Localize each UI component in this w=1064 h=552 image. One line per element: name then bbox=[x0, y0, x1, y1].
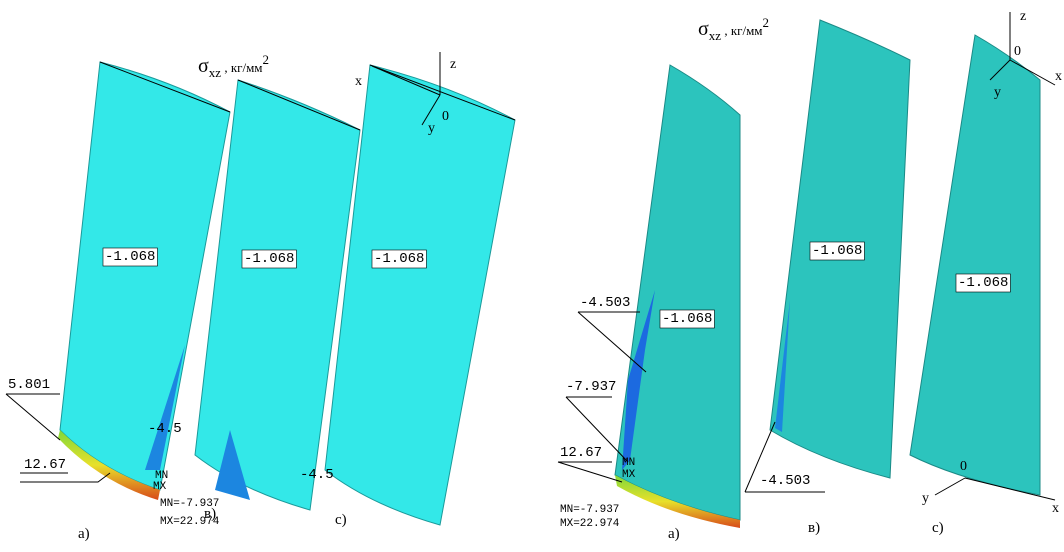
summary: MX=22.974 bbox=[160, 516, 220, 528]
stress-patch bbox=[145, 345, 185, 470]
value-label: 12.67 bbox=[560, 445, 602, 461]
value-label: -4.503 bbox=[760, 473, 810, 489]
right-panel: σxz , кг/мм2 z 0 y x 0 y x -1.068 -1.068… bbox=[557, 9, 1062, 542]
axis-label: 0 bbox=[960, 459, 967, 474]
value-label: -4.503 bbox=[580, 295, 630, 311]
stress-patch bbox=[215, 430, 250, 500]
label-box bbox=[102, 247, 158, 267]
stress-patch bbox=[775, 300, 790, 432]
axis-label: z bbox=[1020, 9, 1026, 24]
axis-label: 0 bbox=[442, 109, 449, 124]
value-label: MX bbox=[153, 481, 167, 493]
value-label: MN bbox=[155, 470, 168, 482]
summary: MX=22.974 bbox=[560, 518, 620, 530]
stress-patch bbox=[622, 290, 655, 470]
blade bbox=[194, 79, 361, 511]
axis-label: y bbox=[994, 85, 1001, 100]
blade bbox=[614, 64, 741, 521]
caption: в) bbox=[204, 506, 216, 522]
title: σxz , кг/мм2 bbox=[198, 52, 269, 80]
value-label: -1.068 bbox=[105, 249, 155, 265]
value-label: -1.068 bbox=[958, 275, 1008, 291]
axis-label: x bbox=[1055, 69, 1062, 84]
label-box bbox=[371, 249, 427, 269]
blade bbox=[909, 34, 1041, 496]
axes: z 0 y x 0 y x bbox=[922, 9, 1062, 516]
axis-label: y bbox=[428, 121, 435, 136]
axes: z x y 0 bbox=[355, 52, 456, 136]
edge bbox=[237, 79, 361, 131]
stress-strip bbox=[58, 430, 160, 500]
label-box bbox=[955, 273, 1011, 293]
blade bbox=[59, 61, 231, 491]
edge bbox=[99, 61, 231, 113]
label-box bbox=[241, 249, 297, 269]
axis-label: z bbox=[450, 57, 456, 72]
caption: a) bbox=[668, 526, 680, 542]
value-label: -1.068 bbox=[662, 311, 712, 327]
caption: в) bbox=[808, 520, 820, 536]
value-label: 5.801 bbox=[8, 377, 50, 393]
caption: a) bbox=[78, 526, 90, 542]
label-box bbox=[659, 309, 715, 329]
value-label: MN bbox=[622, 457, 635, 469]
caption: c) bbox=[335, 512, 347, 528]
axis-label: y bbox=[922, 491, 929, 506]
value-label: MX bbox=[622, 469, 636, 481]
title: σxz , кг/мм2 bbox=[698, 15, 769, 43]
edge bbox=[369, 64, 516, 121]
caption: c) bbox=[932, 520, 944, 536]
value-label: -1.068 bbox=[374, 251, 424, 267]
value-label: -4.5 bbox=[148, 421, 182, 437]
left-panel: σxz , кг/мм2 z x y 0 -1.068 -1.068 -1.06… bbox=[5, 52, 516, 542]
value-label: 12.67 bbox=[24, 457, 66, 473]
value-label: -4.5 bbox=[300, 467, 334, 483]
summary: MN=-7.937 bbox=[560, 504, 619, 516]
axis-label: x bbox=[355, 74, 362, 89]
axis-label: x bbox=[1052, 501, 1059, 516]
value-label: -1.068 bbox=[244, 251, 294, 267]
stress-strip bbox=[615, 475, 740, 528]
blade bbox=[324, 64, 516, 526]
axis-label: 0 bbox=[1014, 44, 1021, 59]
summary: MN=-7.937 bbox=[160, 498, 219, 510]
value-label: -1.068 bbox=[812, 243, 862, 259]
label-box bbox=[809, 241, 865, 261]
value-label: -7.937 bbox=[566, 379, 616, 395]
